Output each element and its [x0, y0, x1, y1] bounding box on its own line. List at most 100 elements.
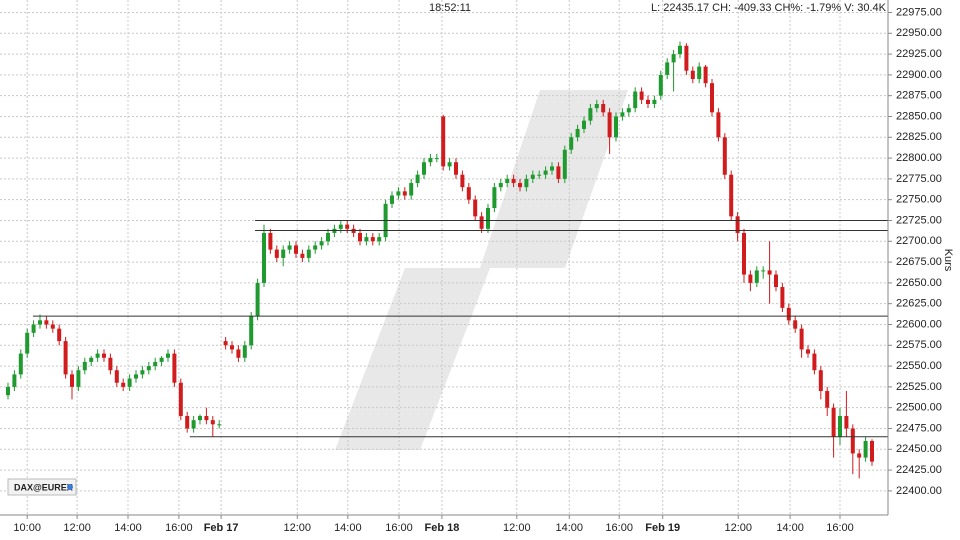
candle-body: [671, 54, 676, 63]
candle-body: [249, 316, 254, 346]
candle-body: [754, 270, 759, 283]
y-tick-label: 22700.00: [896, 235, 942, 247]
candle-body: [690, 70, 695, 80]
candle-body: [742, 232, 746, 275]
candle-body: [582, 120, 586, 129]
candle-body: [735, 216, 740, 233]
candle-body: [486, 207, 490, 229]
y-tick-label: 22925.00: [896, 48, 942, 60]
badge: DAX@EUREX: [14, 482, 73, 492]
candle-body: [594, 103, 599, 109]
x-tick-label: 16:00: [165, 522, 193, 534]
candle-body: [511, 178, 516, 184]
candle-body: [441, 116, 446, 167]
candle-body: [831, 407, 836, 437]
candle-body: [524, 178, 529, 188]
y-tick-label: 22550.00: [896, 360, 942, 372]
x-tick-label: 12:00: [724, 522, 752, 534]
candle-body: [639, 91, 644, 100]
x-tick-label: 14:00: [556, 522, 584, 534]
candle-body: [543, 170, 548, 175]
candle-body: [767, 270, 772, 275]
y-tick-label: 22750.00: [896, 194, 942, 206]
badge-box: [7, 478, 77, 496]
x-tick-label: 12:00: [503, 522, 531, 534]
candle-body: [140, 370, 145, 375]
candle-body: [722, 137, 727, 175]
candle-body: [95, 353, 100, 358]
candle-body: [409, 183, 414, 196]
candle-body: [114, 370, 119, 383]
candle-body: [556, 166, 561, 179]
candle-body: [466, 187, 471, 200]
candle-body: [390, 195, 394, 204]
candle-body: [422, 162, 426, 175]
candle-body: [838, 415, 842, 437]
y-tick-label: 22725.00: [896, 214, 942, 226]
candle-body: [850, 428, 855, 454]
candle-body: [89, 357, 94, 362]
candle-body: [473, 199, 478, 217]
y-tick-label: 22650.00: [896, 277, 942, 289]
candle-body: [313, 245, 318, 250]
candle-body: [370, 237, 375, 242]
candle-body: [761, 270, 766, 272]
y-tick-label: 22875.00: [896, 90, 942, 102]
y-axis-label: Kurs: [942, 249, 954, 272]
plot: [6, 41, 888, 479]
candle-body: [614, 116, 618, 138]
candle-body: [274, 249, 279, 258]
candle-body: [460, 174, 465, 188]
y-tick-label: 22450.00: [896, 443, 942, 455]
y-tick-label: 22900.00: [896, 69, 942, 81]
candle-body: [217, 424, 222, 426]
candle-body: [870, 440, 874, 462]
candle-body: [364, 237, 369, 242]
y-tick-label: 22500.00: [896, 402, 942, 414]
candle-body: [812, 353, 817, 371]
candle-body: [505, 178, 510, 184]
candle-body: [146, 366, 151, 371]
candle-body: [780, 287, 785, 308]
candle-body: [415, 174, 420, 184]
y-tick-label: 22575.00: [896, 339, 942, 351]
candle-body: [268, 232, 273, 250]
x-tick-label: 12:00: [63, 522, 91, 534]
x-tick-label: 14:00: [776, 522, 804, 534]
candle-body: [678, 45, 682, 55]
candle-body: [185, 415, 190, 429]
candle-body: [18, 353, 23, 375]
candle-body: [710, 83, 714, 113]
candle-body: [178, 382, 183, 416]
x-tick-label: Feb 18: [424, 522, 459, 534]
candle-body: [601, 103, 606, 113]
candle-body: [799, 328, 804, 350]
candle-body: [716, 112, 721, 138]
candle-body: [697, 66, 702, 80]
candle-body: [121, 382, 126, 387]
y-tick-label: 22775.00: [896, 173, 942, 185]
candle-body: [223, 341, 228, 346]
y-tick-label: 22825.00: [896, 131, 942, 143]
y-tick-label: 22850.00: [896, 110, 942, 122]
y-tick-label: 22475.00: [896, 422, 942, 434]
x-tick-label: 14:00: [334, 522, 362, 534]
candle-body: [402, 191, 407, 196]
candle-body: [377, 237, 382, 242]
y-tick-label: 22525.00: [896, 381, 942, 393]
candle-body: [166, 353, 170, 358]
candle-body: [31, 324, 36, 333]
candle-body: [844, 415, 849, 429]
candle-body: [652, 99, 657, 104]
candle-body: [729, 174, 734, 217]
y-tick-label: 22950.00: [896, 27, 942, 39]
x-tick-label: 16:00: [605, 522, 633, 534]
candle-body: [396, 191, 401, 196]
candle-body: [76, 370, 81, 387]
candle-body: [242, 345, 247, 358]
candle-body: [575, 128, 580, 138]
x-tick-label: 10:00: [13, 522, 41, 534]
candle-body: [57, 328, 62, 342]
candle-body: [434, 158, 439, 160]
